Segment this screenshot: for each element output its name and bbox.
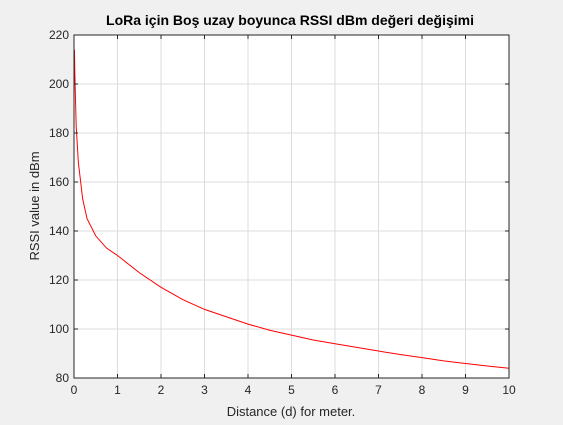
x-tick-label: 5 (288, 383, 295, 397)
y-tick-label: 100 (49, 322, 69, 336)
x-tick-label: 4 (245, 383, 252, 397)
x-axis-label: Distance (d) for meter. (227, 404, 356, 419)
x-tick-label: 9 (462, 383, 469, 397)
y-tick-label: 140 (49, 224, 69, 238)
series-line-0 (73, 49, 510, 369)
y-tick-label: 120 (49, 273, 69, 287)
y-tick-label: 180 (49, 126, 69, 140)
x-tick-label: 7 (375, 383, 382, 397)
x-tick-label: 6 (332, 383, 339, 397)
x-tick-label: 3 (201, 383, 208, 397)
x-tick-label: 1 (114, 383, 121, 397)
x-tick-label: 10 (502, 383, 516, 397)
y-tick-label: 200 (49, 77, 69, 91)
series-layer (73, 49, 510, 369)
y-tick-label: 160 (49, 175, 69, 189)
y-axis-label: RSSI value in dBm (27, 151, 42, 260)
ticks: 0 1 2 3 4 5 6 7 8 9 10 80 100 120 140 160 180 200 220 (49, 28, 516, 397)
x-tick-label: 0 (71, 383, 78, 397)
x-tick-label: 2 (158, 383, 165, 397)
y-tick-label: 220 (49, 28, 69, 42)
x-tick-label: 8 (419, 383, 426, 397)
chart-title: LoRa için Boş uzay boyunca RSSI dBm değe… (106, 12, 474, 28)
y-tick-label: 80 (56, 371, 70, 385)
